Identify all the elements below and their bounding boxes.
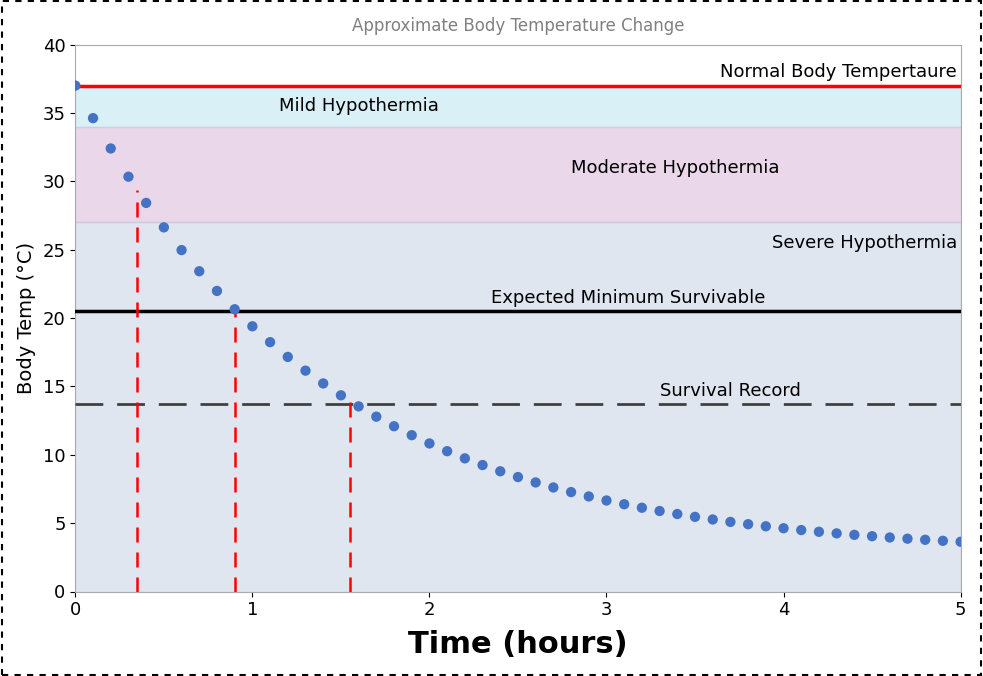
Point (528, 477, 544, 488)
Point (935, 535, 951, 546)
Point (386, 421, 402, 432)
Point (404, 430, 420, 441)
Point (776, 523, 791, 533)
Point (546, 482, 561, 493)
Bar (76, 86, 960, 126)
Point (723, 516, 738, 527)
Point (475, 460, 491, 470)
Bar (76, 311, 960, 592)
Point (599, 495, 614, 506)
Point (846, 529, 862, 540)
Point (298, 365, 314, 376)
Point (899, 533, 915, 544)
Point (227, 304, 243, 314)
Point (280, 352, 296, 362)
Point (687, 512, 703, 523)
Point (192, 266, 207, 276)
Point (864, 531, 880, 541)
Point (439, 445, 455, 456)
Point (457, 453, 473, 464)
Bar (76, 126, 960, 222)
Point (917, 534, 933, 545)
Point (68, 80, 84, 91)
Point (616, 499, 632, 510)
Point (174, 245, 190, 256)
Point (705, 514, 721, 525)
Bar (76, 222, 960, 311)
Point (811, 527, 827, 537)
Point (316, 378, 331, 389)
Point (156, 222, 172, 233)
Point (581, 491, 597, 502)
Point (758, 521, 774, 532)
Point (829, 528, 844, 539)
Point (369, 411, 384, 422)
Point (793, 525, 809, 535)
Point (740, 518, 756, 529)
Title: Approximate Body Temperature Change: Approximate Body Temperature Change (352, 17, 684, 34)
Point (121, 171, 137, 182)
Point (882, 532, 897, 543)
Point (139, 197, 154, 208)
Point (86, 113, 101, 124)
Point (652, 506, 667, 516)
Y-axis label: Body Temp (°C): Body Temp (°C) (17, 242, 35, 394)
Point (669, 508, 685, 519)
Point (563, 487, 579, 498)
Point (245, 321, 260, 332)
X-axis label: Time (hours): Time (hours) (408, 630, 628, 659)
Text: Mild Hypothermia: Mild Hypothermia (279, 97, 438, 115)
Point (634, 502, 650, 513)
Text: Moderate Hypothermia: Moderate Hypothermia (571, 159, 780, 176)
Point (510, 472, 526, 483)
Point (492, 466, 508, 477)
Point (333, 390, 349, 401)
Point (953, 536, 968, 547)
Point (103, 143, 119, 154)
Point (422, 438, 437, 449)
Point (351, 401, 367, 412)
Point (209, 285, 225, 296)
Point (262, 337, 278, 347)
Text: Survival Record: Survival Record (660, 382, 800, 400)
Text: Normal Body Tempertaure: Normal Body Tempertaure (721, 64, 957, 82)
Text: Expected Minimum Survivable: Expected Minimum Survivable (492, 289, 766, 307)
Text: Severe Hypothermia: Severe Hypothermia (772, 234, 957, 252)
